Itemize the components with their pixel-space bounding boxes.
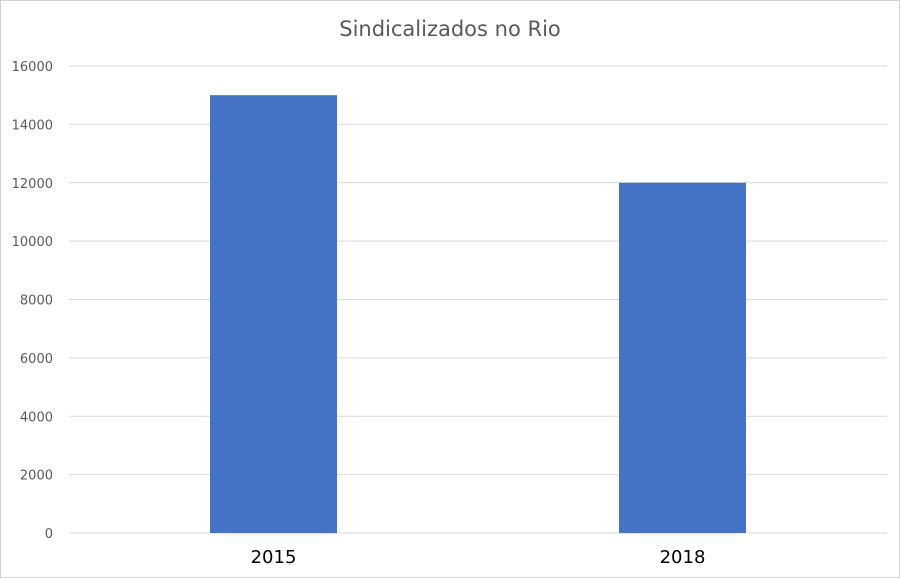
x-category-label: 2015 [251,547,297,568]
y-tick-label: 0 [45,527,53,542]
x-category-label: 2018 [660,547,706,568]
y-tick-label: 6000 [20,352,53,367]
chart-title: Sindicalizados no Rio [339,17,561,41]
y-tick-label: 4000 [20,410,53,425]
bar-2015 [210,95,337,533]
y-tick-label: 14000 [12,118,53,133]
y-tick-label: 2000 [20,469,53,484]
bar-2018 [619,182,746,533]
y-tick-label: 10000 [12,235,53,250]
y-tick-label: 12000 [12,177,53,192]
y-tick-label: 8000 [20,294,53,309]
y-tick-label: 16000 [12,60,53,75]
